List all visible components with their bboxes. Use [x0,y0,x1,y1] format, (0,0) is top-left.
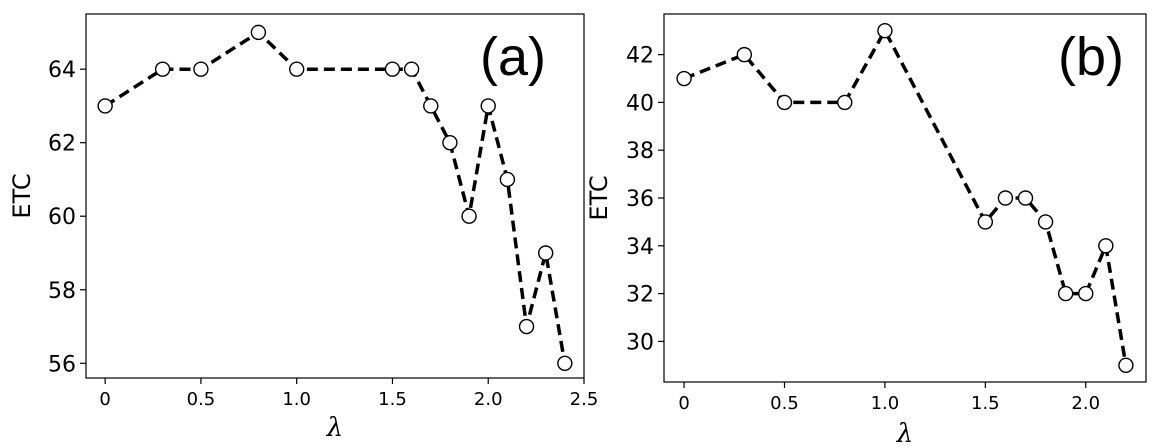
data-point [736,46,753,63]
data-point [997,190,1014,206]
panel-a: 56 58 60 62 64 0 0.5 1.0 1.5 2.0 2.5 ETC λ (a) [8,13,599,443]
plot-frame [85,13,585,379]
x-tick-label: 1.0 [871,393,900,414]
data-point [193,61,209,77]
y-tick-label: 36 [626,187,654,212]
y-tick-label: 42 [626,44,654,69]
data-point [537,245,554,261]
y-tick-label: 30 [626,330,654,355]
x-tick-label: 1.5 [971,393,1000,414]
data-point [1118,357,1134,373]
x-tick-label: 0.5 [187,389,216,410]
data-point [557,355,573,371]
y-tick-label: 40 [626,91,654,116]
y-tick-label: 58 [48,279,76,304]
x-axis-label: λ [896,419,913,448]
data-point [1098,238,1114,254]
data-point [288,61,305,77]
data-point [776,94,793,111]
data-point [877,23,893,39]
data-point [461,208,477,224]
data-point [403,61,420,77]
data-point [250,24,267,41]
data-point [154,61,171,77]
data-point [1037,214,1054,230]
data-point [1078,285,1094,302]
y-tick-label: 62 [48,132,76,157]
x-tick-label: 2.0 [1071,393,1100,414]
data-point [423,98,439,114]
panel-b: 30 32 34 36 38 40 42 0 0.5 1.0 1.5 2.0 ETC λ (b) [585,13,1147,448]
data-point [384,61,401,77]
data-point [442,134,458,151]
data-point [837,94,853,111]
y-tick-label: 34 [626,235,654,260]
data-point [977,214,994,230]
x-tick-label: 2.5 [570,389,599,410]
y-tick-label: 64 [48,58,76,83]
x-tick-label: 1.5 [378,389,407,410]
y-tick-label: 56 [48,352,76,377]
y-axis-label: ETC [8,173,36,218]
x-tick-label: 0.5 [770,393,799,414]
y-tick-label: 32 [626,283,654,308]
data-point [480,98,496,114]
panel-label: (a) [480,27,546,87]
data-point [1057,285,1074,302]
y-tick-label: 60 [48,205,76,230]
data-point [518,318,535,335]
x-tick-label: 2.0 [474,389,503,410]
x-tick-label: 0 [99,389,110,410]
data-point [676,70,692,87]
data-point [97,98,113,114]
panel-label: (b) [1058,27,1124,87]
data-point [1017,190,1034,206]
x-tick-label: 1.0 [282,389,311,410]
x-axis-label: λ [326,413,343,443]
data-point [499,171,516,188]
y-axis-label: ETC [585,175,613,220]
x-tick-label: 0 [678,393,689,414]
y-tick-label: 38 [626,139,654,164]
